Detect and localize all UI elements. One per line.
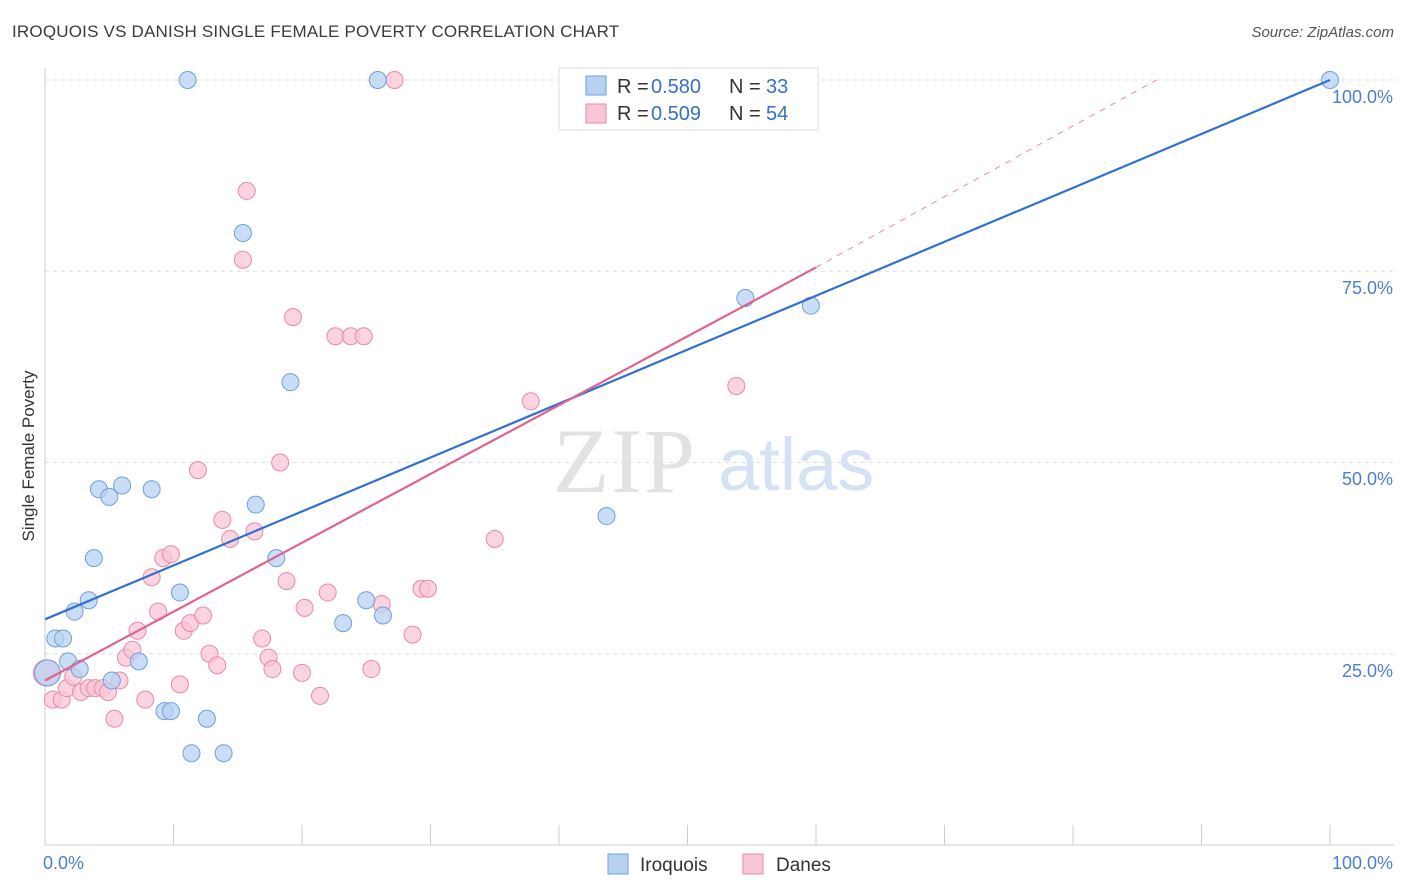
danes-point-51 — [485, 530, 504, 548]
danes-point-38 — [293, 663, 311, 682]
danes-point-27 — [213, 510, 232, 529]
danes-point-41 — [318, 583, 337, 602]
y-tick-label-75: 75.0% — [1342, 278, 1393, 298]
iroquois-point-28 — [373, 606, 392, 625]
danes-point-44 — [354, 327, 373, 346]
watermark-atlas: atlas — [718, 423, 874, 506]
bottom-legend-swatch-danes — [742, 853, 764, 875]
iroquois-point-2 — [53, 629, 72, 648]
danes-point-45 — [362, 660, 381, 679]
legend-n-value-danes: 54 — [766, 103, 788, 125]
danes-point-37 — [284, 308, 303, 327]
iroquois-point-26 — [357, 591, 376, 610]
bottom-legend-label-iroquois: Iroquois — [640, 855, 708, 876]
iroquois-point-13 — [142, 480, 161, 499]
iroquois-point-22 — [246, 495, 265, 514]
danes-point-30 — [237, 181, 256, 200]
iroquois-point-11 — [113, 476, 132, 495]
danes-point-19 — [161, 545, 180, 564]
y-tick-label-100: 100.0% — [1332, 87, 1393, 107]
danes-point-10 — [105, 709, 124, 728]
danes-trend-extension — [815, 79, 1157, 268]
iroquois-point-0 — [34, 659, 62, 687]
iroquois-point-10 — [102, 671, 121, 690]
iroquois-point-19 — [197, 709, 216, 728]
chart-title: IROQUOIS VS DANISH SINGLE FEMALE POVERTY… — [12, 22, 620, 41]
iroquois-point-20 — [214, 744, 233, 763]
iroquois-trend-line — [44, 78, 1331, 621]
iroquois-point-24 — [281, 373, 300, 392]
danes-point-34 — [263, 660, 282, 679]
iroquois-point-9 — [100, 487, 119, 506]
legend-swatch-iroquois — [585, 75, 607, 96]
iroquois-point-15 — [161, 702, 180, 721]
danes-trend-line — [44, 266, 817, 682]
danes-point-20 — [170, 675, 189, 694]
legend-n-label-iroquois: N = — [729, 76, 766, 98]
iroquois-point-30 — [736, 289, 755, 308]
x-tick-label-max: 100.0% — [1332, 853, 1393, 873]
danes-point-26 — [208, 656, 227, 675]
y-tick-label-50: 50.0% — [1342, 469, 1393, 489]
danes-point-40 — [310, 686, 329, 705]
danes-point-47 — [385, 71, 404, 89]
danes-point-23 — [188, 461, 207, 480]
danes-point-53 — [727, 377, 746, 395]
bottom-legend-swatch-iroquois — [607, 853, 629, 875]
legend-r-value-danes: 0.509 — [651, 103, 701, 125]
legend-n-value-iroquois: 33 — [766, 76, 788, 98]
trend-lines — [44, 78, 1331, 682]
danes-point-32 — [253, 629, 272, 648]
danes-point-48 — [403, 625, 422, 644]
danes-point-52 — [521, 392, 540, 411]
axes — [44, 68, 1394, 846]
gridlines — [45, 79, 1394, 655]
bottom-legend: Iroquois Danes — [607, 853, 831, 876]
iroquois-point-18 — [178, 71, 197, 89]
legend-r-label-iroquois: R = — [617, 76, 654, 98]
legend-r-label-danes: R = — [617, 103, 654, 125]
iroquois-point-29 — [597, 507, 616, 526]
iroquois-point-17 — [182, 744, 201, 763]
iroquois-point-25 — [334, 614, 353, 633]
watermark-zip: ZIP — [553, 410, 697, 512]
iroquois-point-16 — [170, 583, 189, 602]
y-tick-label-25: 25.0% — [1342, 661, 1393, 681]
legend-swatch-danes — [585, 103, 607, 124]
iroquois-point-7 — [84, 549, 103, 568]
iroquois-points — [34, 71, 1339, 763]
legend: R = 0.580 N = 33 R = 0.509 N = 54 — [558, 67, 819, 131]
iroquois-point-21 — [233, 224, 252, 242]
legend-n-label-danes: N = — [729, 103, 766, 125]
iroquois-point-27 — [368, 71, 387, 89]
danes-point-29 — [233, 250, 252, 269]
danes-point-15 — [136, 690, 155, 709]
danes-point-50 — [418, 579, 437, 598]
iroquois-point-12 — [129, 652, 148, 671]
danes-point-42 — [326, 327, 345, 346]
iroquois-point-4 — [65, 602, 84, 621]
x-tick-label-min: 0.0% — [43, 853, 84, 873]
y-axis-label: Single Female Poverty — [19, 370, 38, 542]
bottom-legend-label-danes: Danes — [776, 855, 831, 876]
legend-r-value-iroquois: 0.580 — [651, 76, 701, 98]
danes-point-24 — [194, 606, 213, 625]
danes-point-35 — [271, 453, 290, 472]
danes-points — [32, 71, 746, 728]
x-axis-ticks — [44, 825, 1331, 845]
chart-source: Source: ZipAtlas.com — [1251, 24, 1394, 41]
danes-point-36 — [277, 572, 296, 591]
danes-point-39 — [295, 598, 314, 617]
